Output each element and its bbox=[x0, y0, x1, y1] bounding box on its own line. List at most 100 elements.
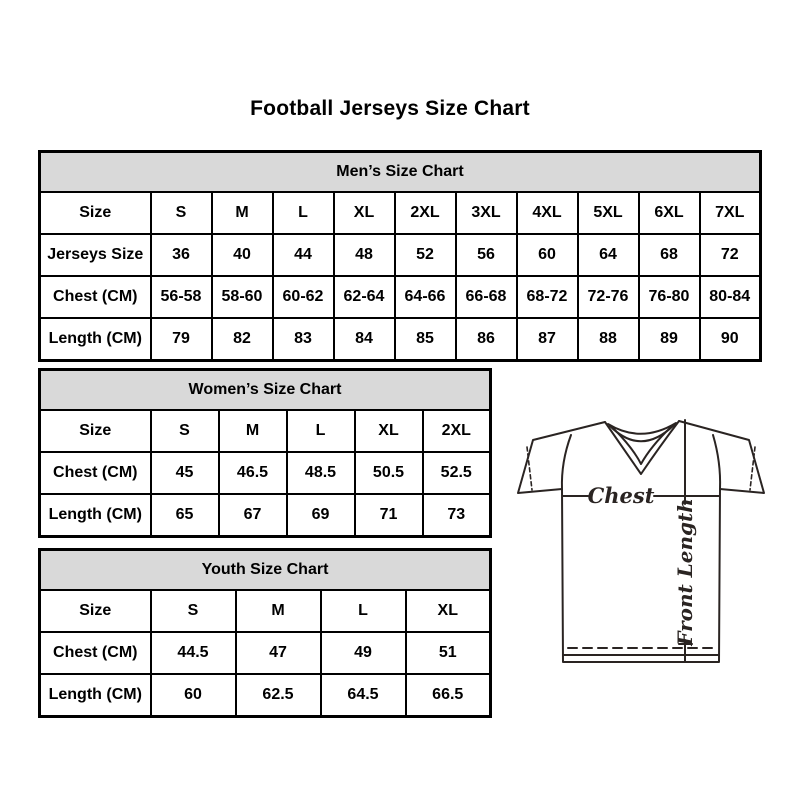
table-cell: 56-58 bbox=[149, 275, 213, 319]
table-cell: 45 bbox=[149, 451, 220, 495]
table-cell: XL bbox=[332, 191, 396, 235]
table-cell: 3XL bbox=[454, 191, 518, 235]
table-row: Chest (CM) 44.5 47 49 51 bbox=[38, 631, 492, 675]
table-cell: 65 bbox=[149, 493, 220, 538]
table-cell: 36 bbox=[149, 233, 213, 277]
table-cell: 44 bbox=[271, 233, 335, 277]
table-cell: 52.5 bbox=[421, 451, 492, 495]
table-cell: M bbox=[217, 409, 288, 453]
table-cell: 71 bbox=[353, 493, 424, 538]
table-cell: L bbox=[285, 409, 356, 453]
table-row: Length (CM) 79 82 83 84 85 86 87 88 89 90 bbox=[38, 317, 762, 362]
table-row: Size S M L XL 2XL bbox=[38, 409, 492, 453]
table-cell: M bbox=[234, 589, 322, 633]
table-row: Size S M L XL 2XL 3XL 4XL 5XL 6XL 7XL bbox=[38, 191, 762, 235]
table-cell: 6XL bbox=[637, 191, 701, 235]
table-cell: 7XL bbox=[698, 191, 762, 235]
table-row: Chest (CM) 45 46.5 48.5 50.5 52.5 bbox=[38, 451, 492, 495]
table-cell: S bbox=[149, 589, 237, 633]
table-cell: 46.5 bbox=[217, 451, 288, 495]
table-cell: 67 bbox=[217, 493, 288, 538]
table-cell: XL bbox=[404, 589, 492, 633]
collar-outer-v bbox=[604, 420, 680, 475]
jersey-measurement-diagram: Chest Front Length bbox=[517, 419, 765, 663]
table-cell: 73 bbox=[421, 493, 492, 538]
table-title: Men’s Size Chart bbox=[38, 150, 762, 193]
table-cell: 68 bbox=[637, 233, 701, 277]
collar-arc-top bbox=[607, 422, 677, 435]
table-cell: 68-72 bbox=[515, 275, 579, 319]
table-cell: 58-60 bbox=[210, 275, 274, 319]
table-cell: 79 bbox=[149, 317, 213, 362]
table-row: Chest (CM) 56-58 58-60 60-62 62-64 64-66 66-68… bbox=[38, 275, 762, 319]
table-cell: 47 bbox=[234, 631, 322, 675]
right-cuff-dashed-line bbox=[749, 446, 756, 491]
row-label: Chest (CM) bbox=[38, 275, 152, 319]
row-label: Length (CM) bbox=[38, 317, 152, 362]
table-cell: 87 bbox=[515, 317, 579, 362]
youth-size-table: Youth Size Chart Size S M L XL Chest (CM) 44.5… bbox=[38, 548, 492, 718]
row-label: Size bbox=[38, 191, 152, 235]
table-cell: S bbox=[149, 409, 220, 453]
table-cell: 62-64 bbox=[332, 275, 396, 319]
table-title-row: Youth Size Chart bbox=[38, 548, 492, 591]
table-cell: 69 bbox=[285, 493, 356, 538]
table-cell: 80-84 bbox=[698, 275, 762, 319]
table-cell: 2XL bbox=[421, 409, 492, 453]
table-cell: 85 bbox=[393, 317, 457, 362]
mens-size-table: Men’s Size Chart Size S M L XL 2XL 3XL 4XL 5XL 6X… bbox=[38, 150, 762, 362]
table-title-row: Men’s Size Chart bbox=[38, 150, 762, 193]
table-cell: 72-76 bbox=[576, 275, 640, 319]
table-cell: 76-80 bbox=[637, 275, 701, 319]
table-cell: 2XL bbox=[393, 191, 457, 235]
table-cell: 86 bbox=[454, 317, 518, 362]
chest-label: Chest bbox=[588, 483, 655, 508]
table-cell: 64 bbox=[576, 233, 640, 277]
table-cell: 60 bbox=[149, 673, 237, 718]
table-title: Women’s Size Chart bbox=[38, 368, 492, 411]
table-cell: 52 bbox=[393, 233, 457, 277]
table-cell: 50.5 bbox=[353, 451, 424, 495]
row-label: Chest (CM) bbox=[38, 631, 152, 675]
womens-size-table: Women’s Size Chart Size S M L XL 2XL Chest (CM… bbox=[38, 368, 492, 538]
table-cell: L bbox=[319, 589, 407, 633]
table-cell: 56 bbox=[454, 233, 518, 277]
table-row: Length (CM) 60 62.5 64.5 66.5 bbox=[38, 673, 492, 718]
table-cell: 62.5 bbox=[234, 673, 322, 718]
table-cell: 64-66 bbox=[393, 275, 457, 319]
table-cell: 66-68 bbox=[454, 275, 518, 319]
page-title: Football Jerseys Size Chart bbox=[250, 97, 530, 120]
table-cell: 90 bbox=[698, 317, 762, 362]
table-row: Jerseys Size 36 40 44 48 52 56 60 64 68 72 bbox=[38, 233, 762, 277]
table-cell: 49 bbox=[319, 631, 407, 675]
table-cell: XL bbox=[353, 409, 424, 453]
left-armhole-seam bbox=[560, 434, 572, 490]
table-row: Length (CM) 65 67 69 71 73 bbox=[38, 493, 492, 538]
table-cell: 48 bbox=[332, 233, 396, 277]
table-row: Size S M L XL bbox=[38, 589, 492, 633]
table-cell: 64.5 bbox=[319, 673, 407, 718]
row-label: Length (CM) bbox=[38, 493, 152, 538]
left-cuff-dashed-line bbox=[526, 446, 533, 491]
table-cell: 51 bbox=[404, 631, 492, 675]
table-cell: S bbox=[149, 191, 213, 235]
right-armhole-seam bbox=[712, 434, 722, 490]
table-cell: 88 bbox=[576, 317, 640, 362]
row-label: Chest (CM) bbox=[38, 451, 152, 495]
row-label: Length (CM) bbox=[38, 673, 152, 718]
row-label: Size bbox=[38, 409, 152, 453]
table-title-row: Women’s Size Chart bbox=[38, 368, 492, 411]
table-cell: 82 bbox=[210, 317, 274, 362]
table-cell: 84 bbox=[332, 317, 396, 362]
collar-inner-v bbox=[612, 426, 672, 465]
table-cell: 89 bbox=[637, 317, 701, 362]
front-length-label: Front Length bbox=[673, 498, 697, 647]
table-cell: 60 bbox=[515, 233, 579, 277]
table-cell: 83 bbox=[271, 317, 335, 362]
front-length-measure-line bbox=[678, 419, 693, 663]
jersey-body-outline bbox=[517, 420, 765, 663]
table-cell: 72 bbox=[698, 233, 762, 277]
table-cell: 60-62 bbox=[271, 275, 335, 319]
row-label: Size bbox=[38, 589, 152, 633]
table-cell: 5XL bbox=[576, 191, 640, 235]
